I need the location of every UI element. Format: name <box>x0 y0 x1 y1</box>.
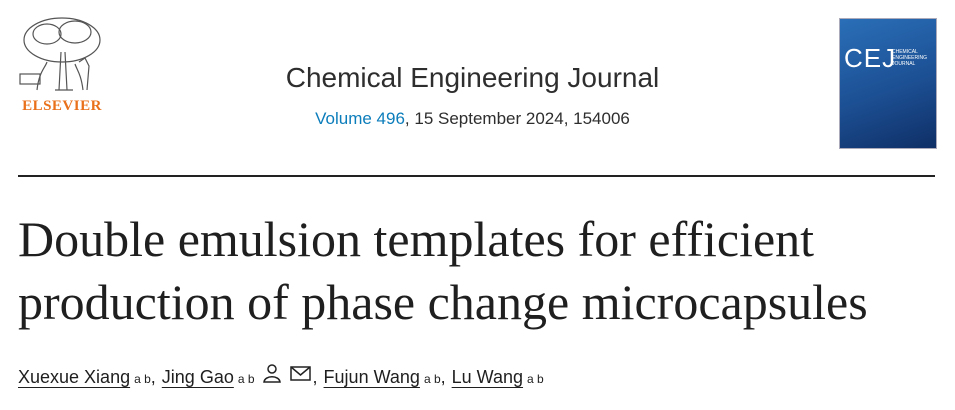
author-list: Xuexue Xiang a b, Jing Gao a b , Fujun Wan… <box>18 363 544 388</box>
author-name[interactable]: Jing Gao <box>161 367 234 387</box>
issue-line: Volume 496, 15 September 2024, 154006 <box>180 109 765 129</box>
author-affiliations: a b <box>527 372 544 386</box>
author-name[interactable]: Fujun Wang <box>323 367 420 387</box>
author-name[interactable]: Lu Wang <box>451 367 524 387</box>
divider <box>18 175 935 177</box>
author-name[interactable]: Xuexue Xiang <box>18 367 131 387</box>
volume-link[interactable]: Volume 496 <box>315 109 405 128</box>
journal-name[interactable]: Chemical Engineering Journal <box>285 62 660 93</box>
author-affiliations: a b <box>237 372 255 386</box>
separator: , <box>150 367 156 387</box>
cover-acronym: CEJ <box>844 43 897 73</box>
separator: , <box>440 367 446 387</box>
contact-icons[interactable] <box>262 363 313 383</box>
title-line: production of phase change microcapsules <box>18 274 868 330</box>
issue-info: , 15 September 2024, 154006 <box>404 109 630 128</box>
author-affiliations: a b <box>423 372 441 386</box>
publisher-logo <box>19 17 101 91</box>
article-title: Double emulsion templates for efficient … <box>18 208 868 334</box>
separator: , <box>312 367 318 387</box>
cover-full-name: CHEMICAL ENGINEERING JOURNAL <box>892 49 928 67</box>
title-line: Double emulsion templates for efficient <box>18 211 815 267</box>
journal-cover[interactable]: CEJ CHEMICAL ENGINEERING JOURNAL <box>839 18 937 149</box>
publisher-name: ELSEVIER <box>22 98 102 114</box>
author-affiliations: a b <box>134 372 151 386</box>
